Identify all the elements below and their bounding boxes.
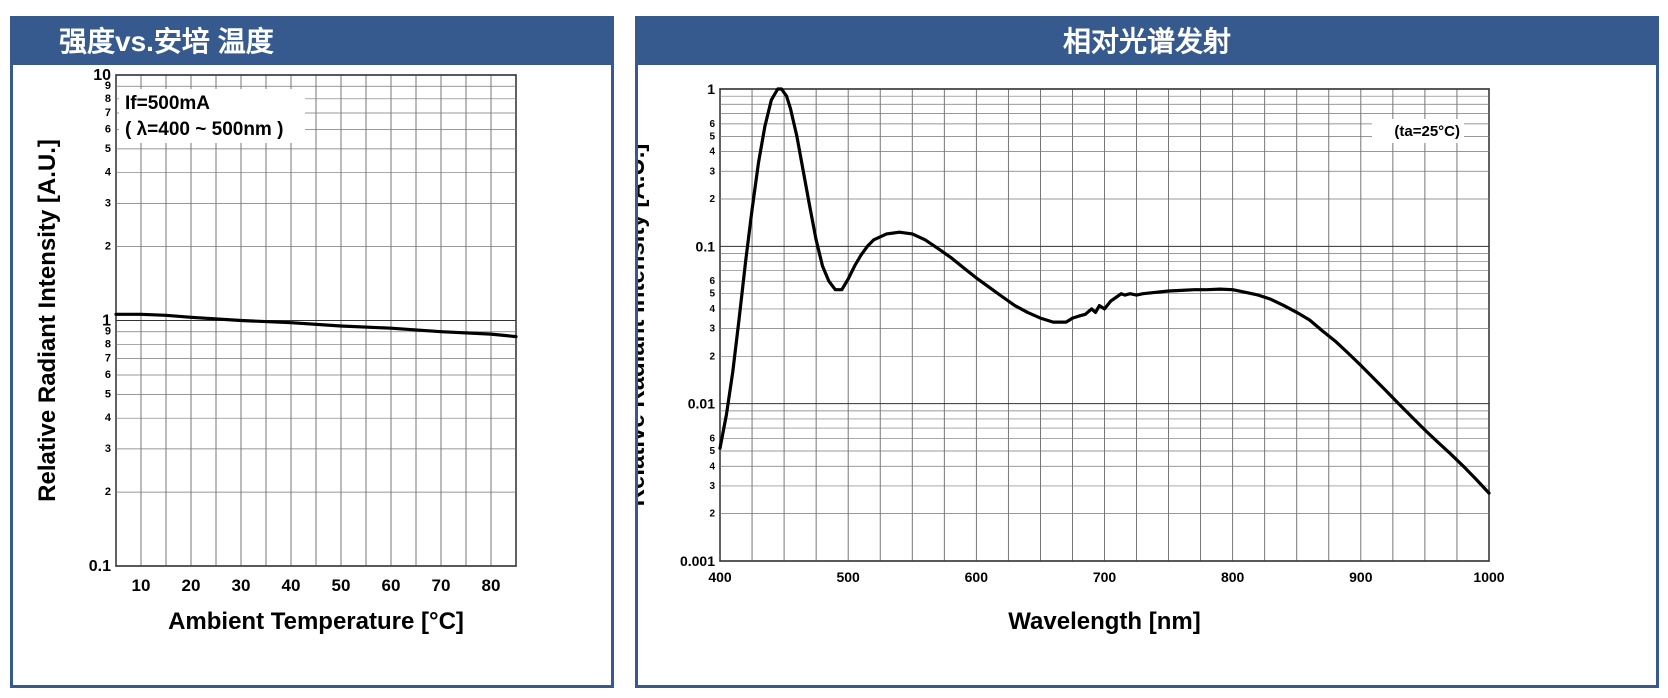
annotation-background [1372,119,1464,143]
y-tick-label-minor: 5 [709,446,715,457]
y-tick-label-minor: 3 [709,481,715,492]
x-tick-label: 50 [332,576,351,595]
y-tick-label-major: 10 [93,67,111,84]
y-tick-label-minor: 9 [105,326,111,338]
y-axis-title: Relative Radiant Intensity [A.U.] [638,144,650,507]
y-tick-label-minor: 4 [709,304,715,315]
chart-panel-right: 相对光谱发射 400 500 600 700 800 900 1000 0.001 0.01 0.… [635,16,1659,688]
annotation-text: (ta=25°C) [1394,123,1460,140]
y-tick-label-minor: 7 [105,353,111,365]
x-tick-label: 10 [132,576,151,595]
y-axis-title: Relative Radiant Intensity [A.U.] [34,139,61,502]
y-tick-label-major: 0.001 [680,553,715,569]
y-tick-label-minor: 4 [105,412,112,424]
y-tick-label-minor: 3 [105,443,111,455]
panel-header-right: 相对光谱发射 [638,19,1656,65]
y-tick-label-minor: 4 [709,461,715,472]
y-tick-label-major: 1 [707,81,715,97]
y-tick-label-minor: 9 [105,80,111,92]
y-tick-label-minor: 3 [709,324,715,335]
x-tick-label: 500 [836,569,860,585]
annotation-text: ( λ=400 ~ 500nm ) [125,119,283,140]
x-tick-label: 40 [282,576,301,595]
y-tick-label-minor: 4 [105,167,112,179]
series-line [718,87,1491,495]
chart-panel-left: 强度vs.安培 温度 10 20 30 40 50 60 70 80 0.1 1 10 2 3 4 5 6 7 8… [10,16,614,688]
x-tick-label: 400 [708,569,732,585]
y-tick-label-major: 0.01 [688,396,715,412]
y-tick-label-minor: 2 [709,509,715,520]
y-tick-label-major: 0.1 [89,558,111,575]
x-tick-label: 900 [1349,569,1373,585]
y-tick-label-minor: 4 [709,147,715,158]
annotation-text: If=500mA [125,93,210,114]
panel-title-right: 相对光谱发射 [1062,26,1231,57]
intensity-vs-temperature-chart: 10 20 30 40 50 60 70 800.11102345678923456789Am… [34,67,518,635]
y-tick-label-minor: 5 [709,289,715,300]
panel-header-left: 强度vs.安培 温度 [13,19,611,65]
y-tick-label-minor: 8 [105,338,111,350]
x-tick-label: 1000 [1473,569,1504,585]
y-tick-label-minor: 3 [709,166,715,177]
y-tick-label-minor: 6 [709,119,715,130]
y-tick-label-minor: 6 [709,276,715,287]
x-axis-title: Ambient Temperature [°C] [168,608,464,635]
y-tick-label-major: 1 [102,313,111,330]
y-tick-label-minor: 5 [709,131,715,142]
y-tick-label-minor: 3 [105,197,111,209]
x-tick-label: 20 [182,576,201,595]
y-tick-label-minor: 6 [709,434,715,445]
annotation-background [119,89,305,143]
y-tick-label-minor: 2 [105,241,111,253]
y-tick-label-minor: 7 [105,107,111,119]
y-tick-label-minor: 5 [105,143,111,155]
x-tick-label: 60 [382,576,401,595]
y-tick-label-major: 0.1 [696,238,716,254]
y-tick-label-minor: 6 [105,369,111,381]
y-tick-label-minor: 8 [105,93,111,105]
panel-title-left: 强度vs.安培 温度 [59,26,274,57]
x-tick-label: 30 [232,576,251,595]
y-tick-label-minor: 2 [105,486,111,498]
spectral-emission-chart: 400 500 600 700 800 900 10000.0010.010.1123456… [638,81,1505,635]
y-tick-label-minor: 5 [105,388,111,400]
x-tick-label: 700 [1093,569,1117,585]
series-line [114,312,518,339]
x-tick-label: 80 [482,576,501,595]
y-tick-label-minor: 2 [709,194,715,205]
x-tick-label: 600 [965,569,989,585]
x-axis-title: Wavelength [nm] [1008,608,1200,635]
y-tick-label-minor: 6 [105,123,111,135]
x-tick-label: 70 [432,576,451,595]
x-tick-label: 800 [1221,569,1245,585]
y-tick-label-minor: 2 [709,351,715,362]
